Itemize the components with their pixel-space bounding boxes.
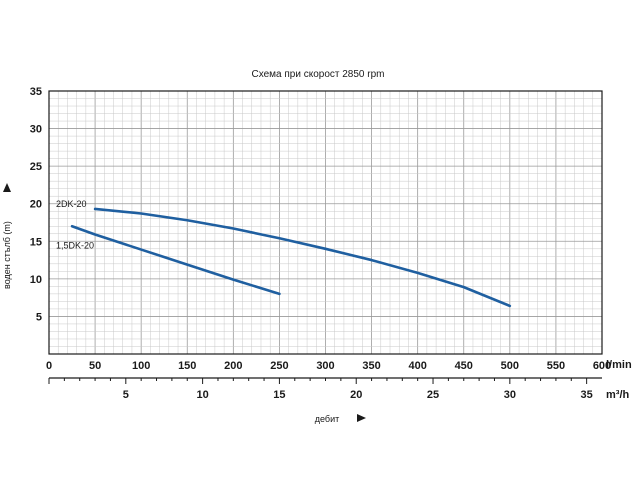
series-line-2dk-20 — [93, 207, 512, 308]
x-tick-label-lmin: 550 — [547, 360, 565, 372]
x-tick-label-m3h: 25 — [427, 389, 439, 401]
y-tick-label: 35 — [30, 86, 42, 98]
y-axis-label: воден стълб (m) — [2, 221, 12, 289]
x-tick-label-lmin: 600 — [593, 360, 611, 372]
y-axis-arrow-icon — [3, 183, 11, 192]
y-tick-label: 25 — [30, 161, 42, 173]
series-label: 1,5DK-20 — [56, 240, 94, 250]
x-tick-label-m3h: 5 — [123, 389, 129, 401]
x-tick-label-m3h: 20 — [350, 389, 362, 401]
x-tick-label-lmin: 0 — [46, 360, 52, 372]
x-tick-label-m3h: 35 — [581, 389, 593, 401]
x-axis-arrow-icon — [357, 414, 366, 422]
x-tick-label-m3h: 15 — [273, 389, 285, 401]
x-tick-label-lmin: 200 — [224, 360, 242, 372]
secondary-axis-ticks — [48, 378, 588, 384]
x-tick-labels-bottom: 5 10 15 20 25 30 35 — [123, 389, 593, 401]
plot-frame — [48, 90, 603, 355]
x-unit-top: l/min — [606, 359, 632, 371]
x-unit-bottom: m³/h — [606, 389, 630, 401]
series-lines — [70, 207, 512, 308]
x-tick-label-lmin: 450 — [455, 360, 473, 372]
y-tick-label: 5 — [36, 311, 42, 323]
y-tick-label: 15 — [30, 236, 42, 248]
x-axis-label: дебит — [315, 414, 339, 424]
x-tick-label-lmin: 300 — [316, 360, 334, 372]
grid — [49, 91, 602, 354]
x-tick-label-lmin: 500 — [501, 360, 519, 372]
x-tick-label-m3h: 30 — [504, 389, 516, 401]
y-tick-label: 10 — [30, 274, 42, 286]
x-tick-label-lmin: 100 — [132, 360, 150, 372]
chart-title: Схема при скорост 2850 rpm — [251, 69, 384, 80]
x-tick-labels-top: 0 50 100 150 200 250 300 350 400 450 500 550 600 — [46, 360, 611, 372]
x-tick-label-lmin: 350 — [362, 360, 380, 372]
x-tick-label-lmin: 400 — [408, 360, 426, 372]
series-line-1-5dk-20 — [70, 224, 281, 296]
series-labels: 2DK-20 1,5DK-20 — [56, 199, 94, 250]
x-tick-label-lmin: 250 — [270, 360, 288, 372]
y-tick-label: 20 — [30, 199, 42, 211]
x-tick-label-lmin: 50 — [89, 360, 101, 372]
x-tick-label-lmin: 150 — [178, 360, 196, 372]
series-label: 2DK-20 — [56, 199, 87, 209]
x-tick-label-m3h: 10 — [196, 389, 208, 401]
y-tick-labels: 5 10 15 20 25 30 35 — [30, 86, 42, 323]
y-tick-label: 30 — [30, 124, 42, 136]
